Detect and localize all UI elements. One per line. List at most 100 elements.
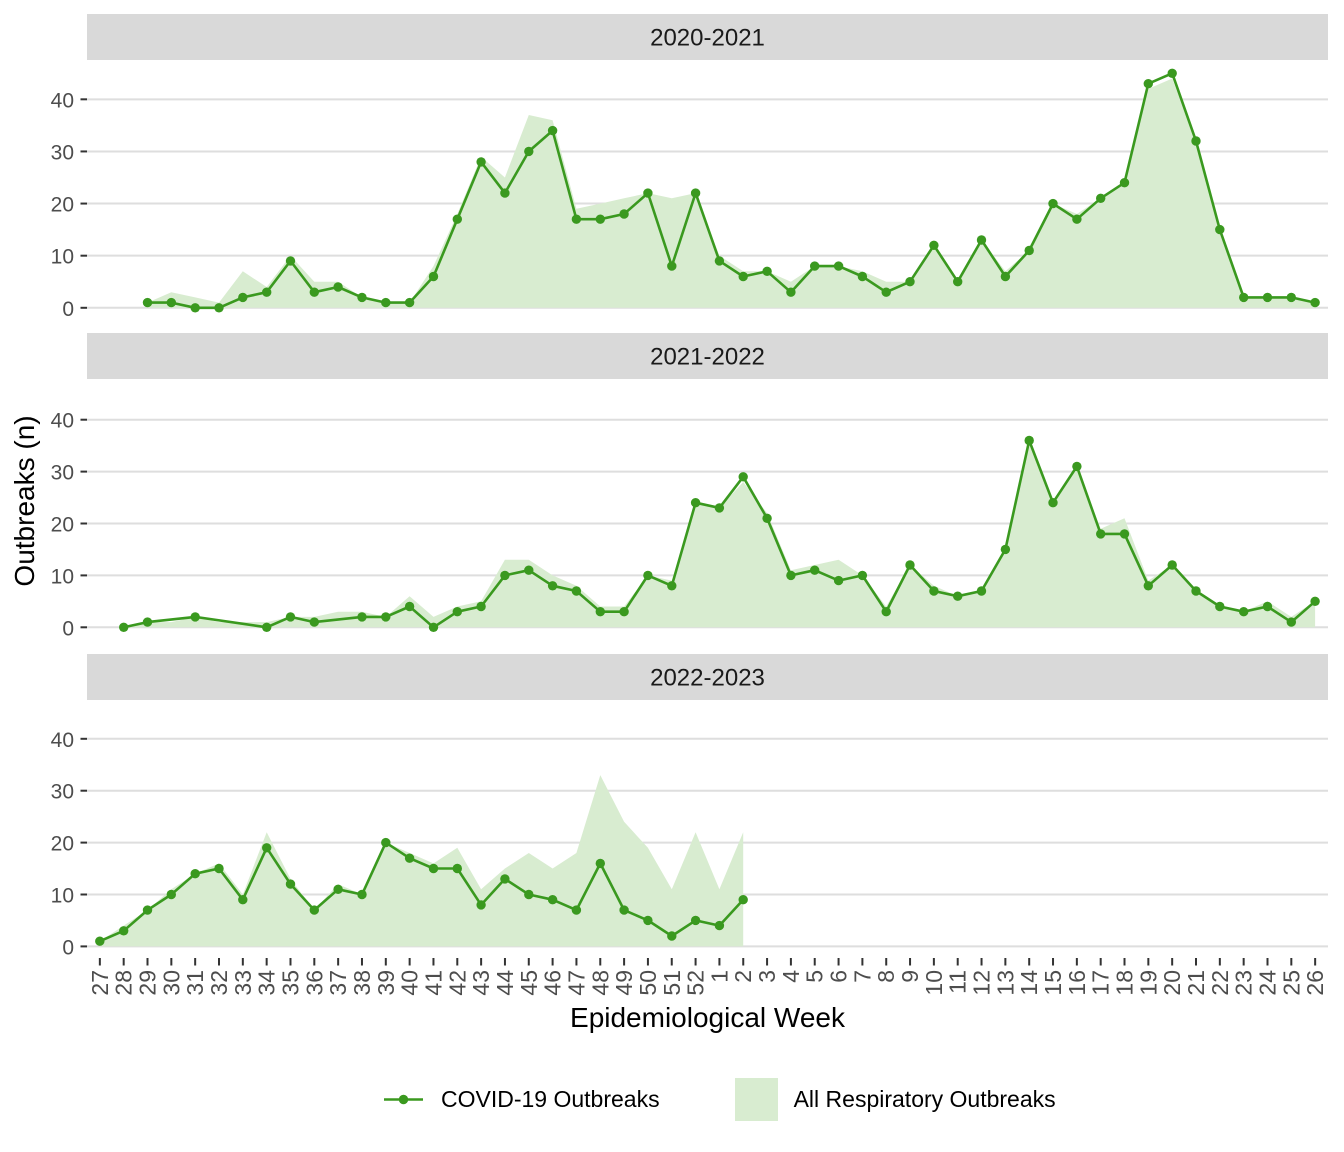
point-week-33 [238, 292, 248, 303]
y-axis-title: Outbreaks (n) [9, 415, 40, 586]
point-week-23 [1239, 292, 1249, 303]
point-week-38 [357, 889, 367, 900]
x-tick-label: 48 [587, 970, 613, 996]
point-week-2 [738, 472, 748, 482]
point-week-51 [667, 261, 677, 271]
x-tick-label: 21 [1183, 970, 1209, 996]
point-week-12 [976, 586, 987, 596]
point-week-44 [500, 188, 510, 198]
x-tick-label: 40 [397, 970, 423, 996]
point-week-35 [285, 256, 296, 266]
legend-key-line-point-icon [384, 1094, 423, 1105]
x-tick-label: 27 [87, 970, 113, 996]
point-week-7 [857, 570, 868, 581]
point-week-15 [1048, 498, 1058, 508]
point-week-9 [905, 560, 915, 570]
point-week-2 [738, 271, 748, 282]
point-week-13 [1000, 271, 1011, 282]
point-week-46 [547, 581, 558, 591]
x-tick-label: 33 [230, 970, 256, 996]
x-tick-label: 43 [468, 970, 494, 996]
point-week-11 [953, 277, 963, 287]
point-week-21 [1191, 136, 1201, 146]
x-tick-label: 49 [611, 970, 637, 996]
point-week-4 [786, 287, 796, 297]
point-week-51 [667, 931, 677, 941]
x-tick-label: 10 [921, 970, 947, 996]
point-week-5 [810, 565, 820, 575]
x-tick-label: 34 [254, 970, 280, 996]
x-tick-label: 5 [802, 970, 828, 983]
point-week-18 [1119, 178, 1130, 188]
point-week-9 [905, 277, 915, 287]
x-tick-label: 52 [683, 970, 709, 996]
x-tick-label: 46 [540, 970, 566, 996]
point-week-8 [881, 287, 891, 297]
point-week-38 [357, 292, 367, 303]
point-week-41 [428, 271, 439, 282]
x-tick-label: 11 [945, 970, 971, 994]
x-tick-label: 44 [492, 970, 518, 996]
point-week-10 [929, 240, 939, 250]
y-tick-label: 20 [51, 514, 74, 537]
point-week-17 [1096, 529, 1106, 539]
point-week-14 [1024, 245, 1034, 256]
point-week-48 [595, 607, 605, 617]
x-tick-label: 32 [206, 970, 232, 996]
point-week-50 [643, 570, 653, 581]
point-week-26 [1310, 297, 1320, 308]
point-week-7 [857, 271, 868, 282]
x-tick-label: 13 [992, 970, 1018, 996]
area-all-respiratory-outbreaks [99, 775, 744, 947]
point-week-48 [595, 858, 605, 869]
point-week-14 [1024, 435, 1034, 446]
chart-generated-content: 2020-20210102030402021-20220102030402022… [51, 14, 1328, 996]
facet-panel-2020-2021: 2020-2021 0 10 20 30 40 [51, 14, 1328, 321]
legend: COVID-19 Outbreaks All Respiratory Outbr… [382, 1078, 1056, 1121]
x-tick-label: 4 [778, 970, 804, 983]
x-tick-label: 22 [1207, 970, 1233, 996]
facet-strip [87, 14, 1328, 60]
point-week-12 [976, 235, 987, 245]
point-week-40 [404, 853, 415, 863]
point-week-50 [643, 915, 653, 926]
point-week-24 [1262, 601, 1273, 612]
x-tick-label: 3 [754, 970, 780, 983]
facet-strip-title: 2020-2021 [650, 25, 765, 52]
point-week-25 [1286, 617, 1297, 627]
point-week-44 [500, 570, 510, 581]
legend-point-sample [398, 1094, 409, 1105]
point-week-18 [1119, 529, 1130, 539]
point-week-3 [762, 266, 772, 276]
point-week-19 [1143, 79, 1154, 89]
point-week-45 [524, 146, 534, 157]
legend-item-covid: COVID-19 Outbreaks [382, 1078, 660, 1121]
x-tick-label: 42 [444, 970, 470, 996]
point-week-10 [929, 586, 939, 596]
point-week-40 [404, 297, 415, 308]
point-week-46 [547, 125, 558, 136]
point-week-6 [833, 261, 844, 271]
point-week-43 [476, 601, 486, 612]
point-week-46 [547, 895, 558, 905]
y-tick-label: 40 [51, 729, 74, 752]
point-week-35 [285, 879, 296, 889]
x-tick-label: 2 [730, 970, 756, 983]
x-tick-label: 29 [135, 970, 161, 996]
point-week-3 [762, 513, 772, 523]
x-tick-label: 39 [373, 970, 399, 996]
y-tick-label: 30 [51, 462, 74, 485]
y-tick-label: 20 [51, 833, 74, 856]
x-tick-label: 16 [1064, 970, 1090, 996]
point-week-47 [571, 586, 582, 596]
x-tick-label: 18 [1112, 970, 1138, 996]
point-week-34 [262, 622, 272, 632]
point-week-37 [333, 884, 343, 894]
point-week-16 [1072, 461, 1082, 472]
x-tick-label: 14 [1016, 970, 1042, 996]
x-tick-label: 20 [1159, 970, 1185, 996]
x-tick-label: 35 [277, 970, 303, 996]
y-tick-label: 10 [51, 246, 74, 269]
y-tick-label: 30 [51, 141, 74, 164]
point-week-29 [142, 905, 153, 915]
